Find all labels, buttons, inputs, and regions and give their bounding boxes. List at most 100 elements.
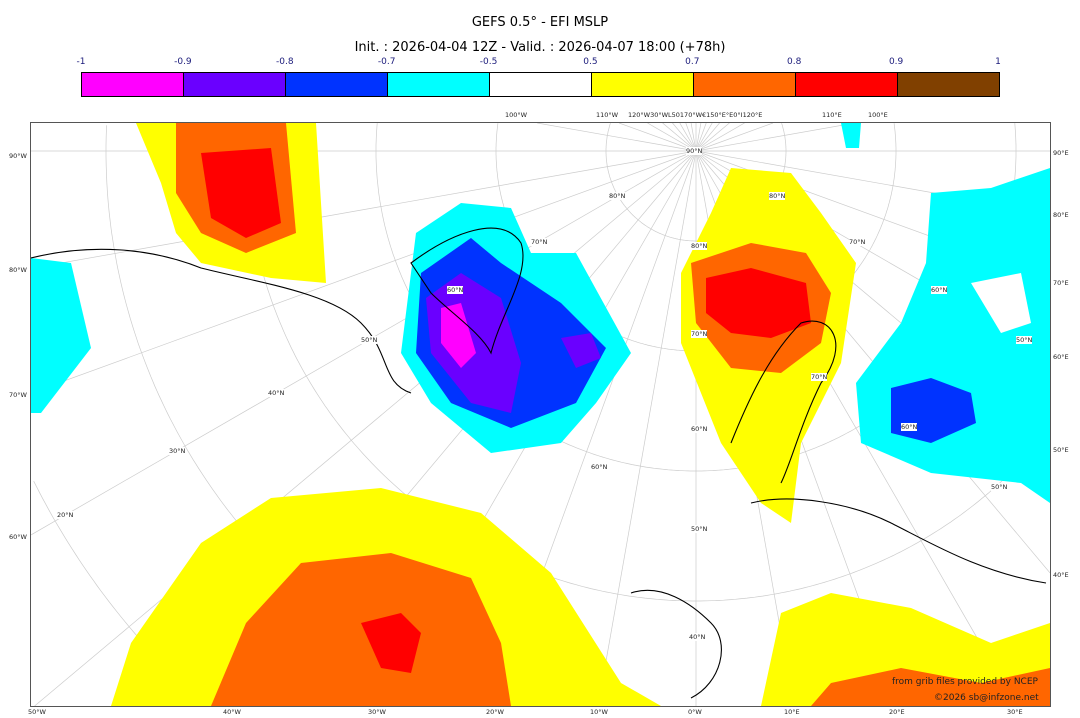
meridian <box>618 123 697 152</box>
graticule-label: 60°N <box>691 425 708 433</box>
meridian <box>672 123 697 152</box>
coastline-europe <box>750 498 1047 584</box>
colorbar-bin <box>898 73 999 96</box>
axis-tick-label: 120°W30°WL50170°W€150°E°E0°I120°E <box>628 111 763 119</box>
graticule-label: 80°N <box>769 192 786 200</box>
graticule-label: 80°N <box>609 192 626 200</box>
axis-tick-label: 30°W <box>368 708 386 716</box>
meridian <box>695 123 720 152</box>
graticule-label: 70°N <box>691 330 708 338</box>
meridian <box>662 123 697 152</box>
credit-copyright: ©2026 sb@infzone.net <box>934 693 1039 703</box>
colorbar-bin <box>796 73 898 96</box>
meridian <box>690 123 697 152</box>
axis-tick-label: 110°W <box>596 111 619 119</box>
meridian <box>695 123 745 152</box>
graticule-label: 70°N <box>849 238 866 246</box>
colorbar-tick: 0.5 <box>583 57 598 67</box>
colorbar-bin <box>286 73 388 96</box>
colorbar-tick: -0.8 <box>275 57 294 67</box>
graticule-label: 80°N <box>691 242 708 250</box>
map-canvas <box>31 123 1050 706</box>
graticule-label: 90°N <box>686 147 703 155</box>
graticule-label: 50°N <box>991 483 1008 491</box>
graticule-label: 50°N <box>361 336 378 344</box>
efi-region-positive <box>811 668 1050 706</box>
axis-tick-label: 80°E <box>1053 211 1069 219</box>
graticule-label: 40°N <box>268 389 285 397</box>
meridian <box>597 150 697 706</box>
meridian <box>685 123 697 152</box>
axis-tick-label: 10°W <box>590 708 608 716</box>
axis-tick-label: 100°E <box>868 111 888 119</box>
colorbar <box>81 72 1000 97</box>
axis-tick-label: 60°E <box>1053 353 1069 361</box>
meridian <box>31 150 697 269</box>
graticule-label: 50°N <box>1016 336 1033 344</box>
coastline-greenland <box>410 227 524 355</box>
graticule-label: 60°N <box>447 286 464 294</box>
efi-region-positive <box>706 268 811 338</box>
map-area[interactable]: from grib files provided by NCEP ©2026 s… <box>30 122 1051 707</box>
axis-tick-label: 20°E <box>889 708 905 716</box>
credit-source: from grib files provided by NCEP <box>892 677 1038 687</box>
colorbar-tick: 1 <box>995 57 1001 67</box>
meridian <box>695 123 730 152</box>
coastline-iberia <box>630 589 722 699</box>
colorbar-bin <box>592 73 694 96</box>
axis-tick-label: 70°E <box>1053 279 1069 287</box>
graticule-label: 50°N <box>691 525 708 533</box>
efi-region-positive <box>361 613 421 673</box>
colorbar-tick: 0.9 <box>888 57 904 67</box>
meridian <box>695 123 774 152</box>
colorbar-bin <box>490 73 592 96</box>
graticule-label: 70°N <box>531 238 548 246</box>
graticule-label: 60°N <box>931 286 948 294</box>
efi-region-positive <box>761 593 1050 706</box>
coastline <box>31 248 412 394</box>
efi-region-positive <box>211 553 511 706</box>
colorbar-tick: -0.7 <box>377 57 396 67</box>
axis-tick-label: 100°W <box>505 111 528 119</box>
chart-subtitle: Init. : 2026-04-04 12Z - Valid. : 2026-0… <box>354 40 726 55</box>
axis-tick-label: 70°W <box>9 391 27 399</box>
efi-region-negative <box>31 258 91 413</box>
meridian <box>34 150 697 706</box>
meridian <box>695 123 702 152</box>
colorbar-bin <box>82 73 184 96</box>
chart-title: GEFS 0.5° - EFI MSLP <box>471 15 609 30</box>
graticule-label: 60°N <box>901 423 918 431</box>
graticule-label: 40°N <box>689 633 706 641</box>
colorbar-tick: -1 <box>76 57 86 67</box>
axis-tick-label: 30°E <box>1007 708 1023 716</box>
coastline-scandinavia <box>730 320 837 484</box>
graticule-label: 20°N <box>57 511 74 519</box>
axis-tick-label: 90°W <box>9 152 27 160</box>
axis-tick-label: 50°E <box>1053 446 1069 454</box>
axis-tick-label: 0°W <box>688 708 702 716</box>
axis-tick-label: 50°W <box>28 708 46 716</box>
axis-tick-label: 110°E <box>822 111 842 119</box>
axis-tick-label: 90°E <box>1053 149 1069 157</box>
graticule-label: 70°N <box>811 373 828 381</box>
axis-tick-label: 60°W <box>9 533 27 541</box>
colorbar-tick: -0.9 <box>174 57 192 67</box>
meridian <box>695 123 855 152</box>
axis-tick-label: 40°E <box>1053 571 1069 579</box>
efi-region-negative <box>841 123 861 148</box>
graticule-label: 30°N <box>169 447 186 455</box>
efi-region-negative <box>441 303 476 368</box>
efi-region-positive <box>201 148 281 238</box>
meridian <box>679 123 697 152</box>
axis-tick-label: 40°W <box>223 708 241 716</box>
axis-tick-label: 80°W <box>9 266 27 274</box>
colorbar-tick: 0.8 <box>787 57 802 67</box>
colorbar-tick: -0.5 <box>479 57 498 67</box>
colorbar-bin <box>184 73 286 96</box>
efi-region-neutral <box>971 273 1031 333</box>
graticule-label: 60°N <box>591 463 608 471</box>
efi-region-negative <box>561 333 601 368</box>
meridian <box>647 123 697 152</box>
colorbar-bin <box>694 73 796 96</box>
meridian <box>537 123 697 152</box>
